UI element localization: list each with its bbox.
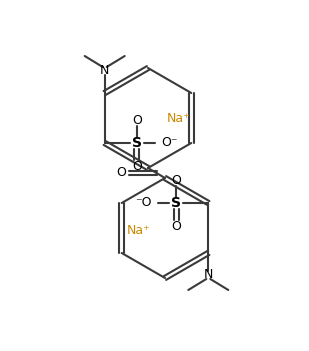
Text: S: S	[132, 136, 142, 150]
Text: O: O	[116, 166, 126, 179]
Text: N: N	[100, 65, 109, 78]
Text: S: S	[171, 196, 181, 210]
Text: O⁻: O⁻	[162, 137, 178, 150]
Text: O: O	[171, 174, 181, 187]
Text: O: O	[132, 114, 142, 127]
Text: O: O	[132, 159, 142, 172]
Text: Na⁺: Na⁺	[126, 225, 150, 238]
Text: ⁻O: ⁻O	[135, 197, 151, 210]
Text: N: N	[204, 269, 213, 282]
Text: Na⁺: Na⁺	[167, 112, 191, 125]
Text: O: O	[171, 219, 181, 232]
